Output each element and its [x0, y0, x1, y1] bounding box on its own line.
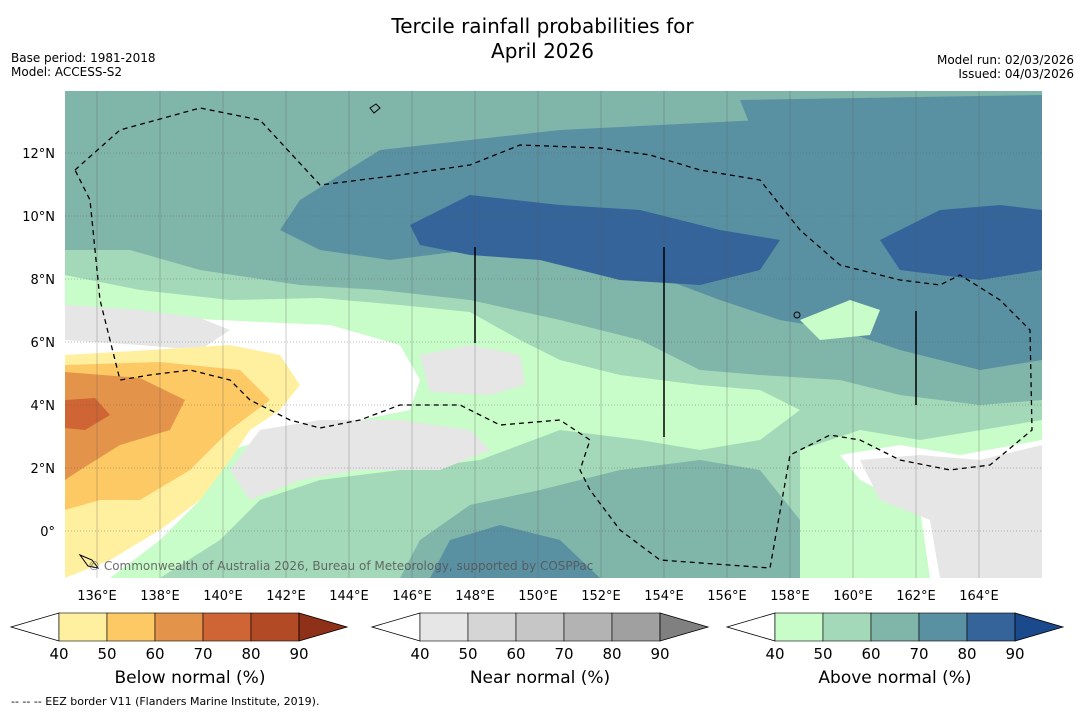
- colorbar-segment: [966, 612, 1016, 642]
- colorbar-tick-label: 80: [602, 645, 621, 663]
- colorbar-below-normal: 40 50 60 70 80 90: [9, 612, 349, 663]
- eez-border: [74, 107, 1033, 569]
- lat-label: 10°N: [22, 210, 55, 225]
- colorbar-tick-label: 40: [49, 645, 68, 663]
- lon-label: 158°E: [770, 589, 810, 604]
- map-meridians: [96, 91, 980, 578]
- colorbar-tick-label: 60: [861, 645, 880, 663]
- model-name: Model: ACCESS-S2: [11, 65, 123, 79]
- lon-label: 146°E: [392, 589, 432, 604]
- title-line-1: Tercile rainfall probabilities for: [391, 14, 694, 38]
- colorbar-tick-label: 80: [957, 645, 976, 663]
- lon-label: 140°E: [203, 589, 243, 604]
- above-normal-70-zone-sw: [430, 525, 600, 578]
- colorbar-segment: [250, 612, 300, 642]
- colorbar-tick-label: 50: [97, 645, 116, 663]
- colorbar-segment: [58, 612, 108, 642]
- meta-right: Model run: 02/03/2026 Issued: 04/03/2026: [937, 53, 1074, 81]
- colorbar-segment: [154, 612, 204, 642]
- lon-label: 148°E: [455, 589, 495, 604]
- longitude-labels: 136°E 138°E 140°E 142°E 144°E 146°E 148°…: [77, 589, 999, 604]
- below-normal-70-zone: [65, 398, 110, 430]
- issued-date: Issued: 04/03/2026: [958, 67, 1074, 81]
- island-outline: [369, 103, 381, 114]
- copyright-text: © Commonwealth of Australia 2026, Bureau…: [88, 559, 593, 573]
- colorbar-tick-label: 70: [909, 645, 928, 663]
- eez-footnote: -- -- -- EEZ border V11 (Flanders Marine…: [11, 695, 320, 708]
- colorbar-segment: [822, 612, 872, 642]
- colorbar-segment: [419, 612, 469, 642]
- lat-label: 8°N: [31, 273, 56, 288]
- title-line-2: April 2026: [491, 39, 594, 63]
- lon-label: 150°E: [518, 589, 558, 604]
- base-period: Base period: 1981-2018: [11, 51, 156, 65]
- colorbar-tick-label: 70: [193, 645, 212, 663]
- lon-label: 144°E: [329, 589, 369, 604]
- island-outline: [78, 553, 100, 569]
- island-markers: [474, 247, 917, 437]
- map-gridlines: [65, 152, 1042, 532]
- near-normal-40-zone-central: [420, 345, 525, 395]
- lat-label: 4°N: [31, 399, 56, 414]
- colorbar-above-normal: 40 50 60 70 80 90: [725, 612, 1065, 663]
- lon-label: 154°E: [644, 589, 684, 604]
- colorbar-segment: [870, 612, 920, 642]
- colorbar-tick-label: 50: [458, 645, 477, 663]
- colorbar-segment: [467, 612, 517, 642]
- colorbar-tick-label: 40: [765, 645, 784, 663]
- probability-field: [65, 91, 1042, 578]
- above-normal-70-zone-ne: [740, 95, 1042, 160]
- colorbar-tick-label: 60: [506, 645, 525, 663]
- above-normal-40-patch: [800, 300, 880, 340]
- near-normal-40-zone-se: [860, 445, 1042, 578]
- lon-label: 142°E: [266, 589, 306, 604]
- colorbar-extension-high: [298, 612, 349, 642]
- colorbar-extension-high: [1014, 612, 1065, 642]
- colorbar-label-below: Below normal (%): [114, 668, 266, 688]
- lat-label: 0°: [40, 525, 55, 540]
- islands: [78, 103, 801, 569]
- above-normal-80-zone-east: [880, 205, 1042, 280]
- colorbar-segment: [202, 612, 252, 642]
- colorbar-extension-low: [9, 612, 60, 642]
- lon-label: 160°E: [833, 589, 873, 604]
- colorbar-extension-low: [370, 612, 421, 642]
- colorbar-tick-label: 90: [289, 645, 308, 663]
- colorbar-extension-high: [659, 612, 710, 642]
- above-normal-80-zone-central: [410, 195, 780, 285]
- colorbar-segment: [563, 612, 613, 642]
- lon-label: 164°E: [959, 589, 999, 604]
- colorbar-segment: [515, 612, 565, 642]
- latitude-labels: 12°N 10°N 8°N 6°N 4°N 2°N 0°: [22, 147, 55, 540]
- near-normal-40-zone-south: [230, 420, 490, 500]
- near-normal-40-zone-west: [65, 305, 230, 350]
- colorbar-tick-label: 90: [1005, 645, 1024, 663]
- colorbar-label-above: Above normal (%): [818, 668, 972, 688]
- colorbar-segment: [918, 612, 968, 642]
- colorbar-tick-label: 40: [410, 645, 429, 663]
- colorbar-segment: [106, 612, 156, 642]
- colorbar-tick-label: 60: [145, 645, 164, 663]
- colorbar-tick-label: 50: [813, 645, 832, 663]
- model-run: Model run: 02/03/2026: [936, 53, 1074, 67]
- island-outline: [793, 311, 801, 319]
- lat-label: 6°N: [31, 336, 56, 351]
- colorbar-segment: [774, 612, 824, 642]
- meta-left: Base period: 1981-2018 Model: ACCESS-S2: [11, 51, 156, 79]
- lon-label: 152°E: [581, 589, 621, 604]
- colorbar-tick-label: 70: [554, 645, 573, 663]
- lon-label: 156°E: [707, 589, 747, 604]
- colorbar-near-normal: 40 50 60 70 80 90: [370, 612, 710, 663]
- colorbar-extension-low: [725, 612, 776, 642]
- colorbar-segment: [611, 612, 661, 642]
- colorbar-tick-label: 90: [650, 645, 669, 663]
- lon-label: 162°E: [896, 589, 936, 604]
- lat-label: 12°N: [22, 147, 55, 162]
- lon-label: 136°E: [77, 589, 117, 604]
- colorbar-tick-label: 80: [241, 645, 260, 663]
- colorbar-label-near: Near normal (%): [469, 668, 611, 688]
- lat-label: 2°N: [31, 462, 56, 477]
- lon-label: 138°E: [140, 589, 180, 604]
